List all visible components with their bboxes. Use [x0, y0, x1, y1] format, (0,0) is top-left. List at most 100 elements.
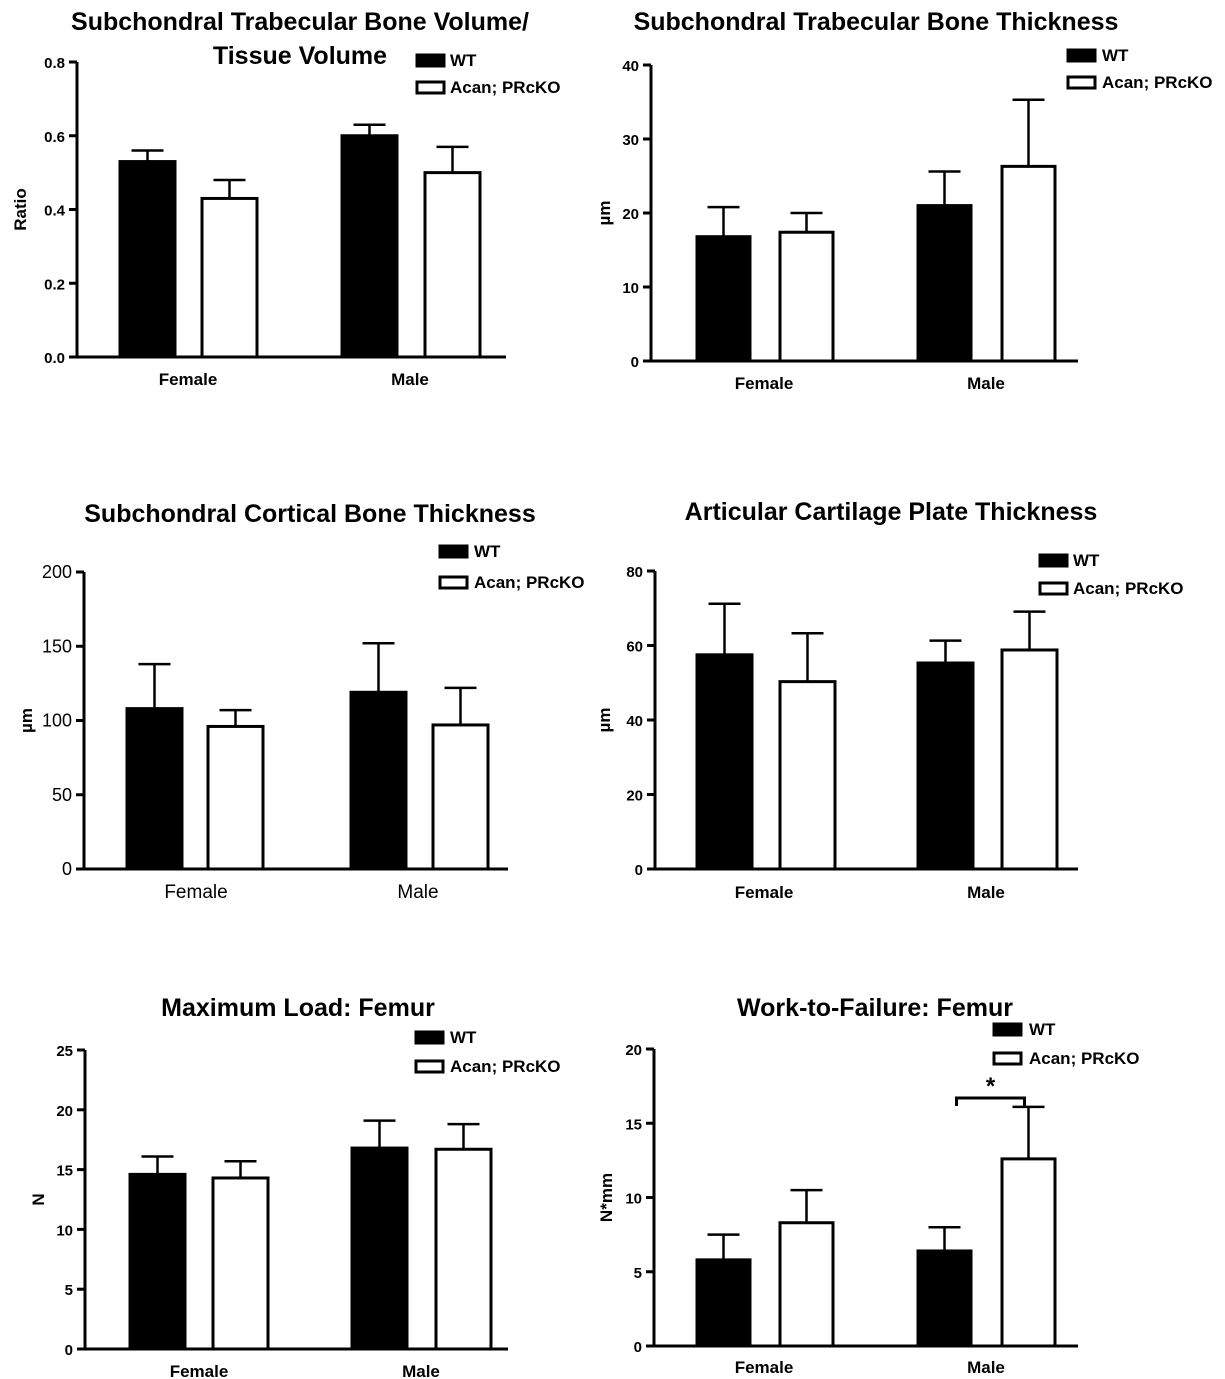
chart-panel-2: Subchondral Trabecular Bone Thickness µm 0…: [595, 8, 1213, 393]
y-tick-label: 0.6: [44, 129, 65, 146]
y-tick-label: 0.8: [44, 55, 65, 72]
bar-wt: [350, 1146, 409, 1351]
bar-wt: [916, 204, 973, 363]
bar-acan-prcko: [1000, 164, 1057, 363]
bar-acan-prcko: [211, 1176, 270, 1351]
bar-wt: [349, 690, 408, 871]
chart-title: Subchondral Trabecular Bone Volume/: [71, 8, 529, 36]
legend-swatch-wt: [992, 1022, 1023, 1037]
chart-title: Tissue Volume: [213, 42, 387, 70]
legend-swatch-acan-prcko: [438, 575, 469, 590]
bar-wt: [695, 653, 754, 871]
y-tick-label: 60: [626, 639, 643, 656]
y-tick-label: 80: [626, 564, 643, 581]
bar-acan-prcko: [778, 680, 837, 871]
y-tick-label: 40: [622, 58, 639, 75]
bar-acan-prcko: [778, 230, 835, 363]
y-tick-label: 0.2: [44, 276, 65, 293]
x-category-label: Male: [402, 1362, 440, 1379]
legend-label-acan-prcko: Acan; PRcKO: [1029, 1049, 1140, 1068]
bar-acan-prcko: [434, 1147, 493, 1351]
bar-wt: [695, 1258, 752, 1348]
y-tick-label: 20: [625, 1042, 642, 1059]
x-category-label: Female: [735, 374, 794, 393]
legend-swatch-acan-prcko: [414, 1059, 445, 1074]
y-tick-label: 10: [625, 1191, 642, 1208]
x-category-label: Male: [967, 1358, 1005, 1377]
legend-swatch-wt: [1066, 48, 1097, 63]
legend-label-wt: WT: [1029, 1020, 1056, 1039]
x-category-label: Female: [735, 883, 794, 902]
y-axis-label: µm: [595, 201, 614, 226]
bar-wt: [916, 661, 975, 871]
bar-acan-prcko: [778, 1221, 835, 1348]
legend-label-acan-prcko: Acan; PRcKO: [1102, 73, 1213, 92]
legend-swatch-acan-prcko: [1066, 75, 1097, 90]
bar-acan-prcko: [431, 723, 490, 871]
legend-label-wt: WT: [450, 1028, 477, 1047]
x-category-label: Female: [164, 882, 227, 903]
chart-title: Work-to-Failure: Femur: [737, 994, 1013, 1022]
bar-wt: [695, 235, 752, 363]
bar-acan-prcko: [423, 171, 482, 359]
y-axis-label: N: [29, 1193, 48, 1205]
y-tick-label: 200: [42, 562, 72, 582]
y-tick-label: 5: [634, 1265, 642, 1282]
y-tick-label: 30: [622, 132, 639, 149]
y-tick-label: 100: [42, 711, 72, 731]
bar-wt: [916, 1249, 973, 1348]
x-category-label: Male: [967, 374, 1005, 393]
legend-swatch-wt: [415, 53, 446, 68]
legend-swatch-acan-prcko: [415, 80, 446, 95]
bar-acan-prcko: [1000, 648, 1059, 871]
bar-acan-prcko: [206, 724, 265, 871]
chart-panel-4: Articular Cartilage Plate Thickness µm 0 20…: [595, 498, 1184, 902]
x-category-label: Female: [170, 1362, 229, 1379]
y-tick-label: 50: [52, 785, 72, 805]
y-tick-label: 40: [626, 713, 643, 730]
y-tick-label: 20: [622, 206, 639, 223]
y-tick-label: 10: [622, 280, 639, 297]
chart-panel-5: Maximum Load: Femur N 0 5 10 15 20 25 Female Male…: [29, 994, 561, 1379]
x-category-label: Female: [159, 370, 218, 389]
y-tick-label: 15: [625, 1116, 642, 1133]
bar-wt: [118, 160, 177, 359]
y-axis-label: µm: [17, 708, 36, 733]
chart-panel-6: Work-to-Failure: Femur N*mm 0 5 10 15 20 Female…: [597, 994, 1140, 1377]
bar-wt: [125, 707, 184, 871]
legend-label-acan-prcko: Acan; PRcKO: [1073, 579, 1184, 598]
legend-label-acan-prcko: Acan; PRcKO: [450, 1057, 561, 1076]
y-tick-label: 0: [65, 1342, 73, 1359]
legend-label-wt: WT: [1073, 551, 1100, 570]
chart-title: Maximum Load: Femur: [161, 994, 435, 1022]
y-tick-label: 0: [635, 862, 643, 879]
y-tick-label: 0: [631, 354, 639, 371]
y-tick-label: 15: [56, 1163, 73, 1180]
x-category-label: Male: [397, 882, 438, 903]
chart-title: Articular Cartilage Plate Thickness: [685, 498, 1098, 526]
y-tick-label: 150: [42, 636, 72, 656]
chart-panel-3: Subchondral Cortical Bone Thickness µm 0 50…: [17, 500, 585, 903]
y-tick-label: 20: [626, 788, 643, 805]
significance-bracket: [955, 1096, 1026, 1106]
y-axis-label: µm: [595, 708, 614, 733]
legend-label-acan-prcko: Acan; PRcKO: [450, 78, 561, 97]
legend-label-wt: WT: [450, 51, 477, 70]
y-tick-label: 25: [56, 1043, 73, 1060]
y-tick-label: 0.4: [44, 203, 66, 220]
y-tick-label: 0: [634, 1339, 642, 1356]
x-category-label: Male: [391, 370, 429, 389]
bar-wt: [128, 1172, 187, 1351]
bar-acan-prcko: [200, 196, 259, 359]
bar-acan-prcko: [1000, 1157, 1057, 1348]
legend-swatch-wt: [438, 544, 469, 559]
y-tick-label: 0: [62, 859, 72, 879]
y-tick-label: 0.0: [44, 350, 65, 367]
chart-title: Subchondral Trabecular Bone Thickness: [634, 8, 1119, 36]
significance-marker: *: [986, 1073, 996, 1100]
x-category-label: Male: [967, 883, 1005, 902]
legend-label-acan-prcko: Acan; PRcKO: [474, 573, 585, 592]
legend-swatch-acan-prcko: [992, 1051, 1023, 1066]
legend-swatch-wt: [414, 1030, 445, 1045]
y-axis-label: Ratio: [11, 188, 30, 231]
